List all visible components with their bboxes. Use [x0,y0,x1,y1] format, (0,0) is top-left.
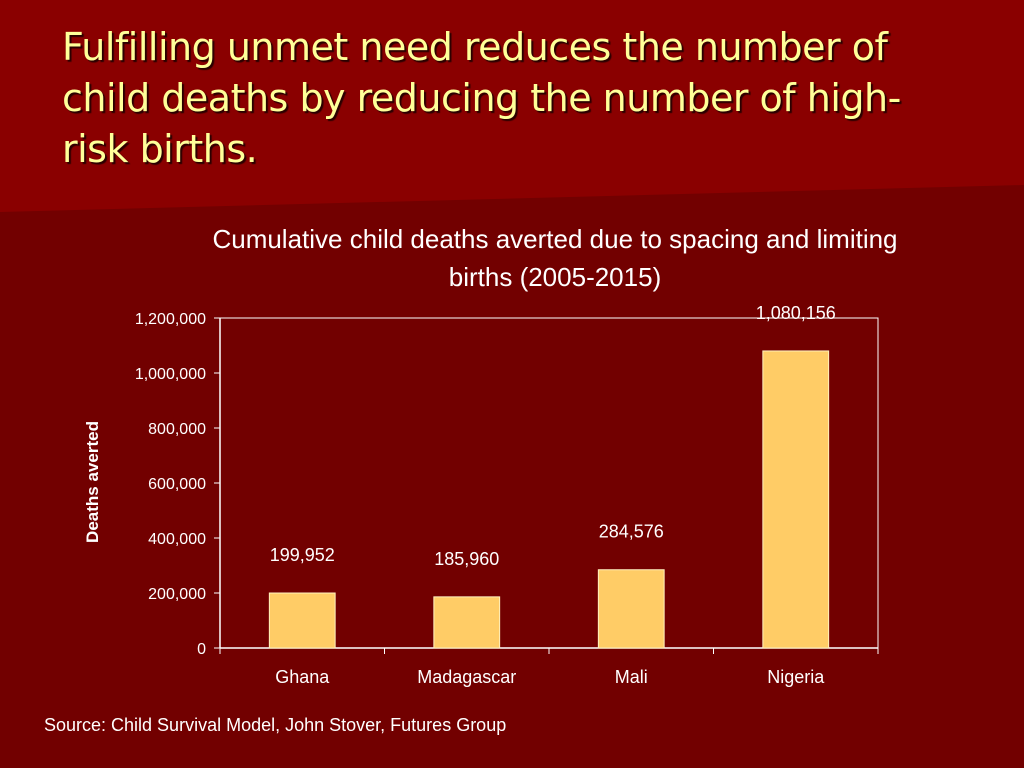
bar-mali [597,569,665,649]
y-tick-label: 400,000 [148,531,206,548]
bar-chart: Deaths averted 0 200,000 400,000 600,000 800… [83,303,879,687]
data-label: 1,080,156 [756,303,836,323]
x-tick-label: Nigeria [767,667,825,687]
y-tick-label: 600,000 [148,476,206,493]
x-tick-label: Madagascar [417,667,516,687]
x-tick-label: Mali [615,667,648,687]
plot-frame [220,317,879,648]
bar-nigeria [762,350,830,649]
chart-title: Cumulative child deaths averted due to s… [212,224,898,292]
data-label: 199,952 [270,545,335,565]
source-note: Source: Child Survival Model, John Stove… [44,715,507,735]
data-label: 185,960 [434,549,499,569]
header-band [0,0,1024,212]
slide-title: Fulfilling unmet need reduces the number… [62,25,901,171]
y-axis-label: Deaths averted [83,421,102,543]
y-tick-label: 800,000 [148,421,206,438]
y-tick-label: 1,200,000 [135,311,206,328]
y-tick-label: 200,000 [148,586,206,603]
y-tick-label: 1,000,000 [135,366,206,383]
bar-ghana [268,592,336,649]
bar-madagascar [433,596,501,649]
plot-area: 0 200,000 400,000 600,000 800,000 1,000,000 1,… [135,303,879,687]
y-tick-label: 0 [197,641,206,658]
x-tick-label: Ghana [275,667,330,687]
data-label: 284,576 [599,522,664,542]
